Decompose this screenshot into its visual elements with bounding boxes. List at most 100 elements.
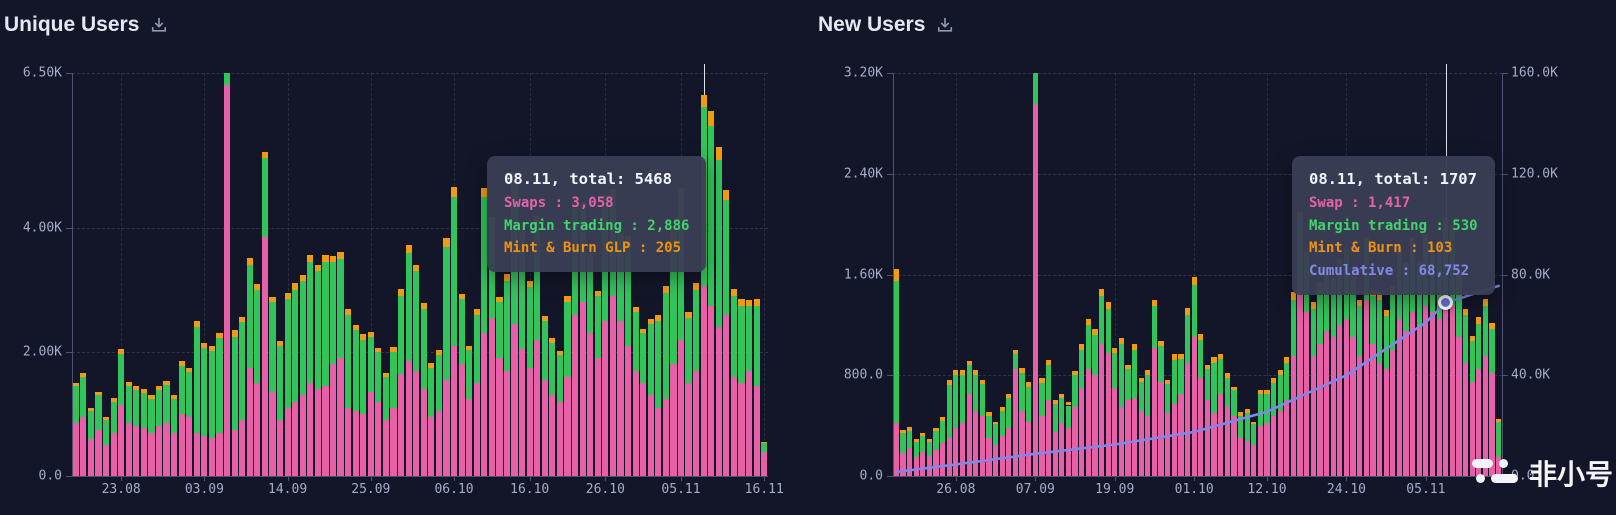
bar[interactable]: [1065, 402, 1072, 476]
bar[interactable]: [753, 298, 760, 476]
bar[interactable]: [1310, 301, 1316, 476]
bar[interactable]: [738, 299, 745, 476]
bar[interactable]: [473, 309, 480, 476]
bar[interactable]: [920, 432, 926, 476]
bar[interactable]: [1132, 344, 1138, 476]
bar[interactable]: [1052, 400, 1058, 476]
bar[interactable]: [276, 340, 284, 476]
bar[interactable]: [155, 386, 163, 476]
bar[interactable]: [640, 329, 647, 476]
bar[interactable]: [662, 286, 669, 476]
bar[interactable]: [1098, 289, 1105, 476]
bar[interactable]: [1125, 364, 1131, 476]
bar[interactable]: [761, 441, 768, 476]
bar[interactable]: [906, 426, 913, 476]
bar[interactable]: [556, 351, 564, 476]
bar[interactable]: [307, 254, 314, 476]
bar[interactable]: [564, 296, 571, 476]
bar[interactable]: [193, 321, 200, 476]
bar[interactable]: [299, 274, 306, 476]
download-icon[interactable]: [935, 15, 955, 35]
bar[interactable]: [1469, 335, 1475, 476]
bar[interactable]: [526, 280, 533, 476]
bar[interactable]: [1357, 299, 1363, 476]
bar[interactable]: [1244, 409, 1250, 476]
bar[interactable]: [594, 290, 601, 476]
bar[interactable]: [398, 289, 405, 476]
bar[interactable]: [435, 350, 442, 476]
bar[interactable]: [1045, 360, 1052, 476]
bar[interactable]: [541, 316, 548, 476]
bar[interactable]: [959, 370, 966, 476]
bar[interactable]: [148, 395, 155, 476]
bar[interactable]: [1145, 370, 1151, 476]
bar[interactable]: [624, 236, 632, 476]
download-icon[interactable]: [149, 15, 169, 35]
bar[interactable]: [913, 439, 919, 476]
bar[interactable]: [1026, 382, 1032, 476]
bar[interactable]: [178, 361, 185, 476]
bar[interactable]: [269, 296, 276, 476]
bar[interactable]: [224, 73, 231, 476]
bar[interactable]: [72, 382, 79, 476]
bar[interactable]: [900, 430, 906, 476]
bar[interactable]: [428, 363, 435, 476]
bar[interactable]: [481, 187, 488, 476]
bar[interactable]: [893, 269, 899, 476]
bar[interactable]: [647, 318, 654, 476]
bar[interactable]: [1072, 370, 1078, 476]
bar[interactable]: [746, 299, 753, 476]
bar[interactable]: [450, 187, 458, 476]
bar[interactable]: [549, 338, 556, 476]
bar[interactable]: [140, 389, 147, 476]
bar[interactable]: [360, 334, 367, 476]
bar[interactable]: [926, 439, 933, 476]
bar[interactable]: [208, 345, 216, 476]
bar[interactable]: [655, 314, 662, 476]
bar[interactable]: [979, 379, 985, 476]
bar[interactable]: [352, 325, 359, 476]
bar[interactable]: [999, 406, 1005, 476]
bar[interactable]: [1112, 347, 1118, 476]
bar[interactable]: [723, 190, 730, 476]
bar[interactable]: [466, 345, 473, 476]
bar[interactable]: [1211, 357, 1217, 476]
bar[interactable]: [715, 147, 722, 476]
bar[interactable]: [1151, 299, 1158, 476]
bar[interactable]: [118, 348, 125, 476]
bar[interactable]: [1012, 350, 1019, 476]
bar[interactable]: [1165, 380, 1171, 476]
bar[interactable]: [1251, 421, 1257, 476]
bar[interactable]: [1482, 299, 1489, 476]
bar[interactable]: [1019, 367, 1025, 476]
bar[interactable]: [708, 111, 715, 476]
bar[interactable]: [1039, 378, 1045, 476]
bar[interactable]: [496, 297, 503, 476]
bar[interactable]: [1271, 378, 1277, 476]
bar[interactable]: [730, 289, 738, 476]
bar[interactable]: [314, 264, 321, 476]
bar[interactable]: [261, 152, 268, 476]
bar[interactable]: [329, 255, 337, 476]
bar[interactable]: [1231, 386, 1237, 476]
bar[interactable]: [632, 306, 639, 476]
bar[interactable]: [700, 94, 707, 476]
bar[interactable]: [186, 367, 193, 476]
bar[interactable]: [102, 417, 110, 476]
bar[interactable]: [1290, 292, 1297, 476]
bar[interactable]: [1105, 302, 1111, 476]
bar[interactable]: [1198, 334, 1204, 476]
bar[interactable]: [284, 293, 291, 476]
bar[interactable]: [201, 342, 208, 476]
bar[interactable]: [1489, 323, 1495, 476]
bar[interactable]: [587, 252, 594, 476]
bar[interactable]: [1237, 412, 1244, 476]
bar[interactable]: [1462, 308, 1469, 476]
bar[interactable]: [1085, 318, 1091, 476]
bar[interactable]: [1092, 329, 1098, 476]
bar[interactable]: [1218, 353, 1224, 476]
bar[interactable]: [933, 427, 939, 476]
bar[interactable]: [322, 254, 329, 476]
bar[interactable]: [125, 382, 132, 476]
bar[interactable]: [110, 397, 117, 476]
